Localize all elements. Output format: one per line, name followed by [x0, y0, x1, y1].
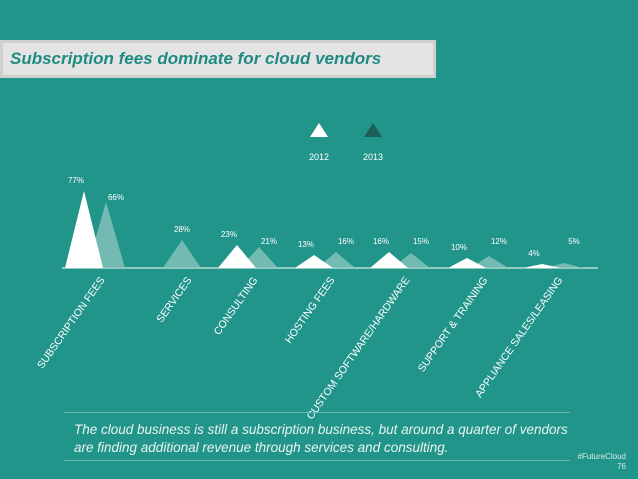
data-label-2012-4: 16%: [373, 237, 389, 246]
data-label-2012-5: 10%: [451, 243, 467, 252]
bar-2012-2: [218, 245, 256, 268]
bar-2012-0: [65, 191, 103, 268]
page-title: Subscription fees dominate for cloud ven…: [10, 49, 382, 68]
data-label-2013-4: 15%: [413, 237, 429, 246]
legend-label-2012: 2012: [309, 152, 329, 162]
data-label-2012-6: 4%: [528, 249, 540, 258]
category-label-5: SUPPORT & TRAINING: [416, 275, 491, 375]
data-label-2013-0: 66%: [108, 193, 124, 202]
data-label-2012-0: 77%: [68, 176, 84, 185]
legend-marker-2013: [364, 123, 382, 137]
legend-marker-2012: [310, 123, 328, 137]
caption-text: The cloud business is still a subscripti…: [74, 422, 568, 455]
bar-2012-3: [295, 255, 333, 268]
data-label-2013-2: 21%: [261, 237, 277, 246]
category-label-1: SERVICES: [154, 275, 194, 325]
bar-2012-1: [163, 240, 201, 268]
data-label-2013-6: 5%: [568, 237, 580, 246]
caption-bottom-rule: [64, 460, 570, 461]
category-label-3: HOSTING FEES: [283, 275, 338, 346]
bar-2012-5: [448, 258, 486, 268]
data-label-2013-5: 12%: [491, 237, 507, 246]
category-label-6: APPLIANCE SALES/LEASING: [473, 275, 566, 400]
data-label-2012-1: 28%: [174, 225, 190, 234]
legend-label-2013: 2013: [363, 152, 383, 162]
category-label-0: SUBSCRIPTION FEES: [35, 275, 107, 371]
bar-2012-6: [523, 264, 561, 268]
title-banner: Subscription fees dominate for cloud ven…: [0, 40, 436, 78]
bar-2012-4: [370, 252, 408, 268]
page-number: 76: [617, 462, 626, 471]
category-label-2: CONSULTING: [212, 275, 261, 338]
hashtag: #FutureCloud: [577, 452, 626, 461]
caption-top-rule: [64, 412, 570, 413]
data-label-2012-2: 23%: [221, 230, 237, 239]
data-label-2012-3: 13%: [298, 240, 314, 249]
data-label-2013-3: 16%: [338, 237, 354, 246]
